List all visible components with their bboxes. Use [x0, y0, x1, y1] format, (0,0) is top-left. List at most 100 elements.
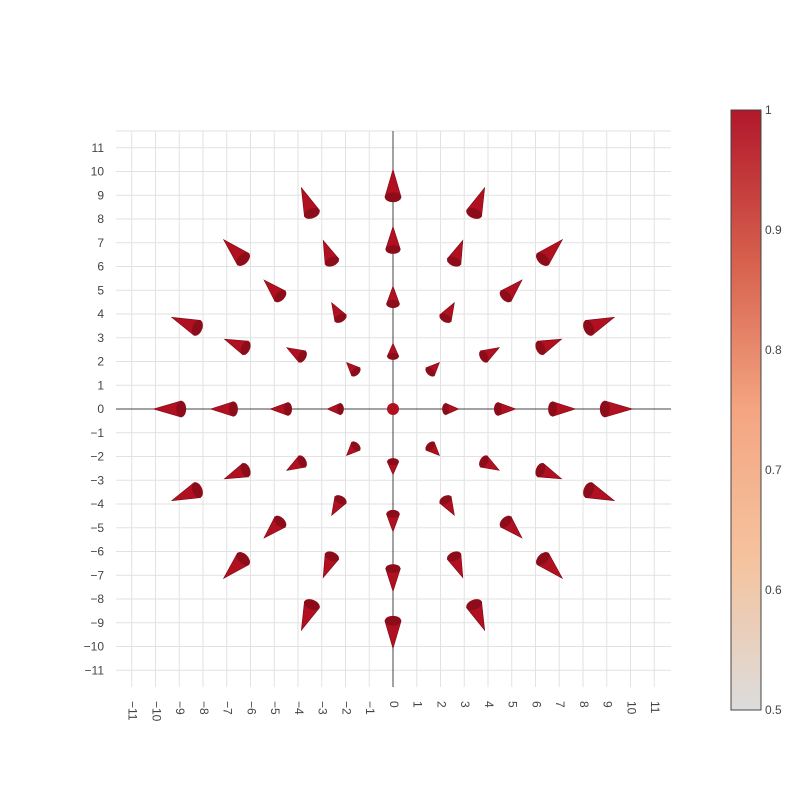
cone-base: [351, 441, 361, 451]
cone-base: [479, 455, 489, 468]
x-tick-label: 8: [577, 701, 591, 708]
x-tick-label: −5: [268, 701, 282, 715]
y-tick-label: −9: [90, 616, 104, 630]
x-tick-label: −9: [173, 701, 187, 715]
y-tick-label: −2: [90, 450, 104, 464]
cone-base: [387, 352, 399, 360]
y-tick-label: 1: [97, 378, 104, 392]
x-tick-label: −10: [149, 701, 163, 722]
x-tick-label: 11: [648, 701, 662, 714]
y-tick-label: 9: [97, 188, 104, 202]
cone-base: [425, 367, 435, 377]
cone-base: [304, 207, 320, 219]
x-tick-label: −1: [363, 701, 377, 715]
colorbar-gradient: [730, 109, 762, 711]
cone-base: [240, 340, 251, 355]
cone-base: [386, 300, 400, 309]
colorbar-tick-label: 0.5: [765, 703, 782, 717]
colorbar-tick-label: 0.6: [765, 583, 782, 597]
x-tick-label: −8: [197, 701, 211, 715]
cone-base: [385, 245, 401, 254]
cone-base: [548, 401, 557, 417]
x-tick-label: −2: [339, 701, 353, 715]
x-axis-ticks: −11 −10 −9 −8 −7 −6 −5 −4 −3 −2 −1 0 1 2 3 4 5 6 7 8 9 10 11: [126, 701, 663, 722]
y-tick-label: −10: [84, 640, 105, 654]
x-tick-label: −4: [292, 701, 306, 715]
cone-base: [439, 495, 452, 505]
y-tick-label: −8: [90, 592, 104, 606]
cone-base: [447, 551, 462, 562]
y-tick-label: −3: [90, 473, 104, 487]
colorbar-tick-label: 1: [765, 103, 772, 117]
cone-base: [191, 482, 203, 498]
cone-base: [351, 367, 361, 377]
cone-base: [236, 552, 250, 566]
x-tick-label: 3: [458, 701, 472, 708]
cone-base: [274, 290, 287, 303]
x-tick-label: 4: [482, 701, 496, 708]
cone-base: [387, 458, 399, 466]
cone-base: [384, 192, 402, 203]
cone-base: [385, 564, 401, 573]
x-tick-label: 5: [506, 701, 520, 708]
cone-base: [324, 256, 339, 267]
y-tick-label: 8: [97, 212, 104, 226]
y-tick-label: 4: [97, 307, 104, 321]
cone-base: [274, 515, 287, 528]
cone-base: [336, 403, 344, 415]
cone-base: [447, 256, 462, 267]
cone-base: [240, 463, 251, 478]
cone-base: [493, 402, 502, 416]
y-tick-label: 2: [97, 355, 104, 369]
colorbar: 1 0.9 0.8 0.7 0.6 0.5: [730, 103, 782, 717]
cone-base: [466, 599, 482, 611]
y-tick-label: 0: [97, 402, 104, 416]
y-tick-label: −5: [90, 521, 104, 535]
cone-base: [176, 400, 187, 418]
cone-marker: [387, 403, 399, 415]
y-tick-label: −4: [90, 497, 104, 511]
y-tick-label: 11: [92, 141, 105, 155]
cone-base: [499, 515, 512, 528]
x-tick-label: −11: [126, 701, 140, 721]
cone-markers: [152, 168, 634, 650]
x-tick-label: 2: [434, 701, 448, 708]
cone-base: [284, 402, 293, 416]
cone-base: [297, 350, 307, 363]
x-tick-label: −7: [221, 701, 235, 715]
cone-base: [466, 207, 482, 219]
x-tick-label: 7: [553, 701, 567, 708]
cone-base: [334, 313, 347, 323]
colorbar-tick-label: 0.8: [765, 343, 782, 357]
cone-base: [583, 320, 595, 336]
y-tick-label: 6: [97, 260, 104, 274]
cone-base: [499, 290, 512, 303]
cone-base: [536, 552, 550, 566]
cone-base: [479, 350, 489, 363]
cone-base: [535, 463, 546, 478]
y-tick-label: 7: [97, 236, 104, 250]
cone-base: [236, 252, 250, 266]
cone-base: [583, 482, 595, 498]
cone-base: [304, 599, 320, 611]
y-tick-label: 3: [97, 331, 104, 345]
x-tick-label: 9: [601, 701, 615, 708]
cone-base: [536, 252, 550, 266]
cone-base: [229, 401, 238, 417]
x-tick-label: −6: [244, 701, 258, 715]
x-tick-label: 1: [411, 701, 425, 708]
colorbar-tick-label: 0.9: [765, 223, 782, 237]
colorbar-tick-label: 0.7: [765, 463, 782, 477]
y-tick-label: −6: [90, 545, 104, 559]
y-tick-label: −7: [90, 568, 104, 582]
cone-base: [334, 495, 347, 505]
cone-base: [386, 509, 400, 518]
cone-base: [384, 615, 402, 626]
y-tick-label: −1: [90, 426, 104, 440]
cone-base: [191, 320, 203, 336]
cone-base: [535, 340, 546, 355]
cone-base: [599, 400, 610, 418]
cone-base: [425, 441, 435, 451]
